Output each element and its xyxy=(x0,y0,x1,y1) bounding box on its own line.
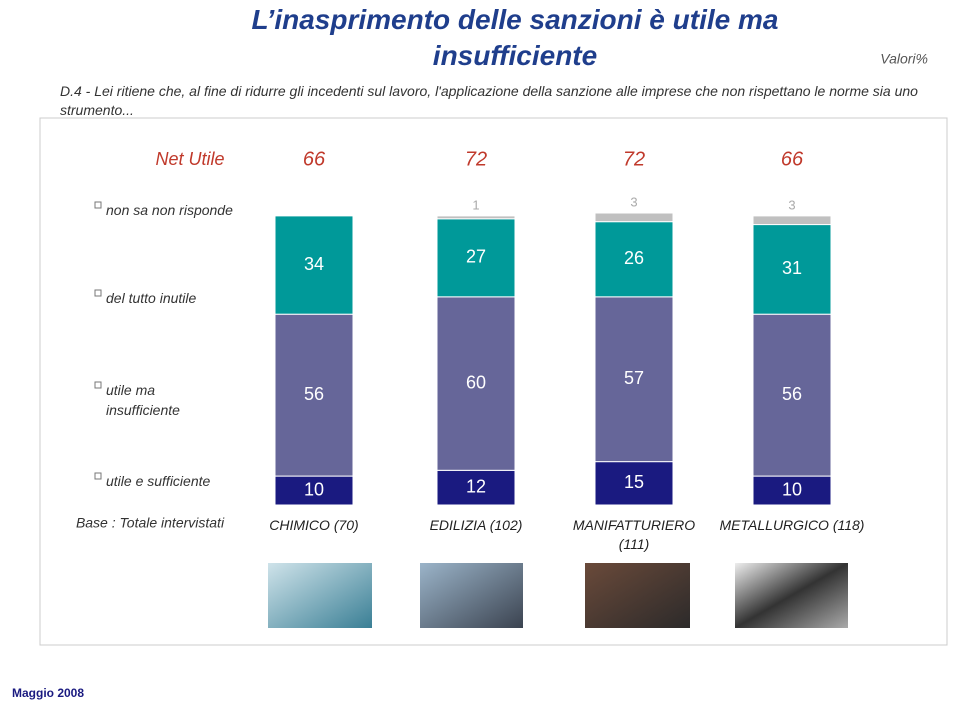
value-label: 3 xyxy=(630,194,637,209)
legend-label: non sa non risponde xyxy=(106,202,233,218)
value-label: 34 xyxy=(304,254,324,274)
bar-segment xyxy=(274,215,354,315)
value-label: 15 xyxy=(624,472,644,492)
bar-segment xyxy=(594,221,674,298)
bar-segment xyxy=(436,469,516,506)
base-label: Base : Totale intervistati xyxy=(76,515,225,531)
legend-swatch xyxy=(94,201,102,209)
value-label: 27 xyxy=(466,247,486,267)
bar-segment xyxy=(752,224,832,315)
value-label: 26 xyxy=(624,248,644,268)
legend-label: utile e sufficiente xyxy=(106,473,211,489)
value-label: 56 xyxy=(782,384,802,404)
sector-photo xyxy=(585,563,690,628)
bar-segment xyxy=(752,475,832,506)
value-label: 10 xyxy=(782,479,802,499)
category-label: CHIMICO (70) xyxy=(269,517,359,533)
value-label: 12 xyxy=(466,476,486,496)
value-label: 3 xyxy=(788,197,795,212)
sector-photo xyxy=(735,563,848,628)
net-value: 72 xyxy=(623,148,645,170)
sector-photo xyxy=(420,563,523,628)
category-label: METALLURGICO (118) xyxy=(719,517,865,533)
net-value: 72 xyxy=(465,148,487,170)
value-label: 57 xyxy=(624,368,644,388)
bar-segment xyxy=(594,212,674,223)
bar-segment xyxy=(752,313,832,477)
bar-segment xyxy=(752,215,832,226)
legend-label: utile ma insufficiente xyxy=(106,382,180,418)
value-label: 31 xyxy=(782,258,802,278)
subtitle: D.4 - Lei ritiene che, al fine di ridurr… xyxy=(60,83,918,118)
legend-label: del tutto inutile xyxy=(106,290,197,306)
bar-segment xyxy=(594,461,674,506)
legend-swatch xyxy=(94,472,102,480)
bar-segment xyxy=(274,313,354,477)
value-label: 10 xyxy=(304,479,324,499)
legend-swatch xyxy=(94,381,102,389)
chart-frame xyxy=(39,117,948,646)
legend-swatch xyxy=(94,289,102,297)
title: L’inasprimento delle sanzioni è utile ma… xyxy=(251,4,779,71)
unit-note: Valori% xyxy=(880,51,928,67)
net-value: 66 xyxy=(303,148,326,170)
bar-segment xyxy=(436,218,516,298)
sector-photo xyxy=(268,563,372,628)
value-label: 56 xyxy=(304,384,324,404)
net-value: 66 xyxy=(781,148,804,170)
bar-segment xyxy=(436,296,516,471)
value-label: 60 xyxy=(466,372,486,392)
category-label: EDILIZIA (102) xyxy=(429,517,523,533)
bar-segment xyxy=(274,475,354,506)
category-label: MANIFATTURIERO (111) xyxy=(572,517,696,552)
value-label: 1 xyxy=(472,197,479,212)
bar-segment xyxy=(436,215,516,220)
net-label: Net Utile xyxy=(155,149,224,169)
footer: Maggio 2008 xyxy=(12,686,84,700)
